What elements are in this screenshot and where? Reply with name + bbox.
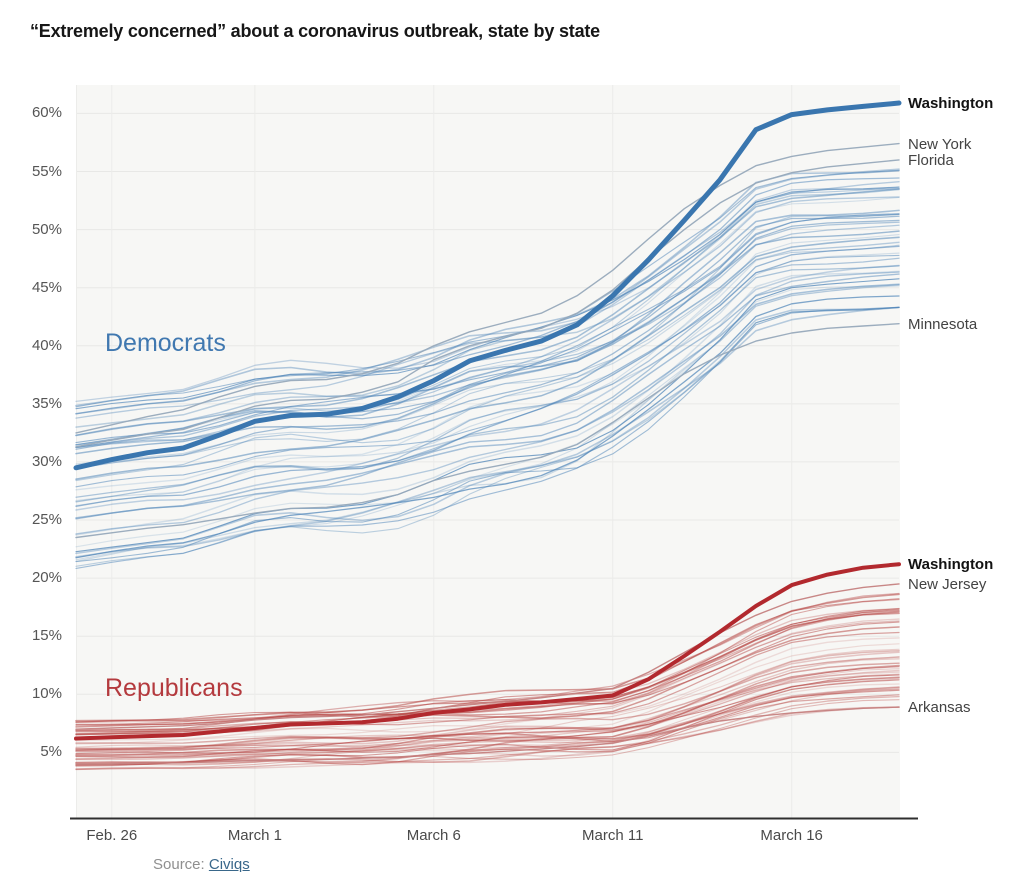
x-axis-tick-label: March 1 — [227, 827, 282, 844]
y-axis-tick-label: 15% — [31, 627, 62, 645]
democrats-series-label: Democrats — [105, 329, 226, 357]
civiqs-link[interactable]: Civiqs — [208, 856, 250, 873]
y-axis-tick-label: 50% — [31, 220, 62, 238]
y-axis-tick-label: 5% — [40, 743, 62, 761]
republicans-series-label: Republicans — [105, 674, 243, 702]
state-label-arkansas-republican: Arkansas — [908, 699, 971, 717]
y-axis-tick-label: 25% — [31, 511, 62, 529]
y-axis-tick-label: 35% — [31, 394, 62, 412]
x-axis-tick-label: March 6 — [406, 827, 461, 844]
state-label-florida-democrat: Florida — [908, 151, 954, 169]
y-axis-tick-label: 30% — [31, 452, 62, 470]
x-axis-tick-label: March 16 — [760, 827, 823, 844]
y-axis-tick-label: 45% — [31, 278, 62, 296]
state-label-washington-republican: Washington — [908, 556, 994, 574]
y-axis-tick-label: 20% — [31, 569, 62, 587]
source-line: Source: Civiqs — [153, 856, 250, 873]
y-axis-tick-label: 55% — [31, 162, 62, 180]
state-label-minnesota-democrat: Minnesota — [908, 315, 978, 333]
x-axis-tick-label: March 11 — [582, 827, 644, 844]
y-axis-tick-label: 60% — [31, 104, 62, 122]
chart-title: “Extremely concerned” about a coronaviru… — [30, 21, 600, 41]
state-label-new-jersey-republican: New Jersey — [908, 575, 987, 593]
x-axis-tick-label: Feb. 26 — [86, 827, 138, 844]
state-label-new-york-democrat: New York — [908, 135, 972, 153]
y-axis-tick-label: 10% — [31, 685, 62, 703]
source-prefix: Source: — [153, 856, 209, 873]
y-axis-tick-label: 40% — [31, 336, 62, 354]
state-label-washington-democrat: Washington — [908, 94, 994, 112]
